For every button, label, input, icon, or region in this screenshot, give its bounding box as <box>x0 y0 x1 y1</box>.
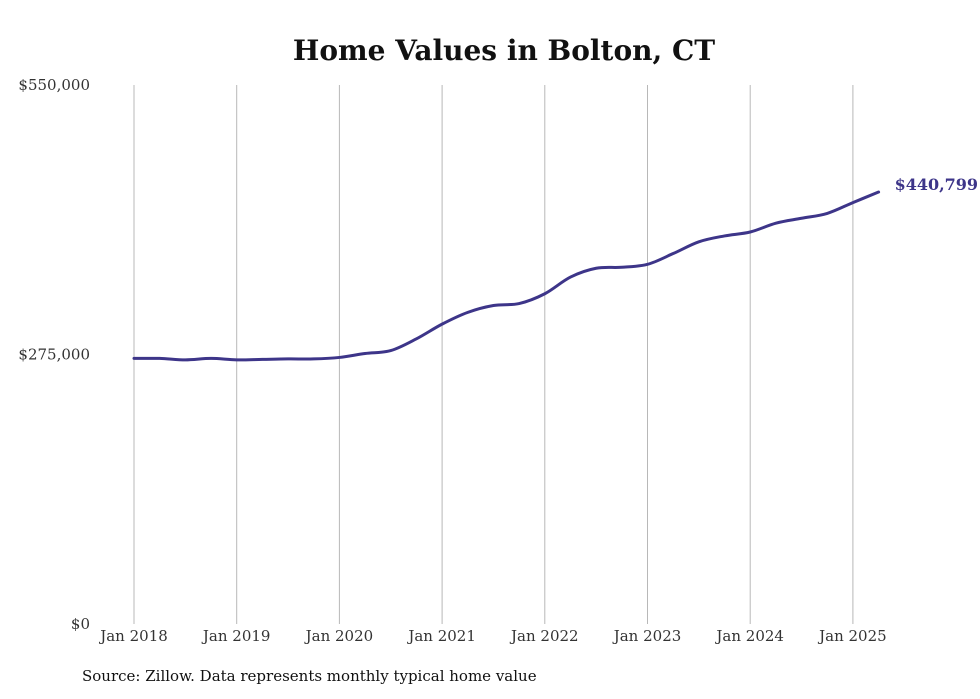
x-tick-label: Jan 2023 <box>612 627 682 645</box>
chart-title: Home Values in Bolton, CT <box>293 34 715 67</box>
x-tick-label: Jan 2025 <box>817 627 887 645</box>
home-value-line <box>132 190 881 362</box>
x-gridlines <box>133 85 854 624</box>
x-tick-label: Jan 2021 <box>406 627 476 645</box>
y-tick-label: $550,000 <box>18 76 90 94</box>
home-value-series <box>132 190 881 362</box>
x-tick-label: Jan 2018 <box>98 627 168 645</box>
x-tick-label: Jan 2019 <box>201 627 271 645</box>
x-tick-label: Jan 2020 <box>304 627 374 645</box>
x-tick-label: Jan 2022 <box>509 627 579 645</box>
y-axis-tick-labels: $0 $275,000 $550,000 <box>18 76 90 633</box>
end-value-label: $440,799 <box>895 175 979 194</box>
y-tick-label: $275,000 <box>18 346 90 364</box>
source-note: Source: Zillow. Data represents monthly … <box>82 667 537 685</box>
y-tick-label: $0 <box>71 615 90 633</box>
x-axis-tick-labels: Jan 2018 Jan 2019 Jan 2020 Jan 2021 Jan 2022… <box>98 627 886 645</box>
x-tick-label: Jan 2024 <box>714 627 784 645</box>
